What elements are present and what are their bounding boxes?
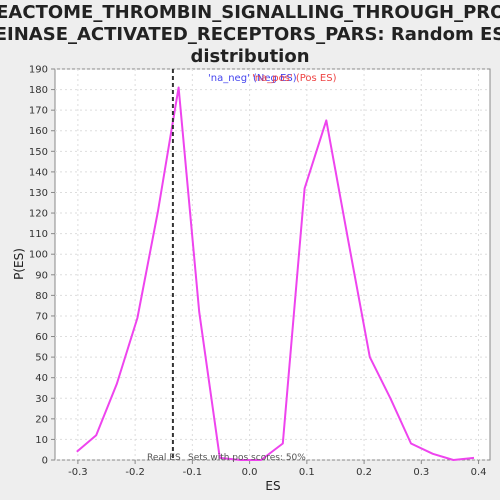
y-tick-label: 150 — [29, 147, 48, 158]
legend-entry-pos: 'na_pos' (Pos ES) — [252, 73, 337, 84]
chart-title-line-3: distribution — [190, 46, 309, 67]
y-tick-label: 30 — [35, 394, 48, 405]
x-tick-label: 0.2 — [356, 467, 372, 478]
y-tick-label: 80 — [35, 291, 48, 302]
x-tick-label: 0.0 — [242, 467, 258, 478]
y-tick-label: 20 — [35, 414, 48, 425]
legend: 'na_neg' (Neg ES) 'na_pos' (Pos ES) — [208, 73, 337, 84]
y-axis-label: P(ES) — [12, 248, 26, 280]
x-tick-label: -0.3 — [68, 467, 88, 478]
axis-ticks: 0 10 20 30 40 50 60 70 80 90 100 110 120 130 140 150 160… — [29, 65, 487, 479]
y-tick-label: 120 — [29, 209, 48, 220]
y-tick-label: 170 — [29, 106, 48, 117]
series-line — [76, 86, 475, 461]
grid — [55, 68, 490, 461]
x-axis-label: ES — [265, 479, 280, 493]
x-tick-label: -0.2 — [125, 467, 145, 478]
y-tick-label: 140 — [29, 167, 48, 178]
chart-title-line-2: EINASE_ACTIVATED_RECEPTORS_PARS: Random … — [0, 24, 500, 45]
y-tick-label: 100 — [29, 250, 48, 261]
series-lines — [76, 86, 475, 461]
pos-scores-annotation: Sets with pos scores: 50% — [188, 453, 306, 463]
y-tick-label: 40 — [35, 373, 48, 384]
y-tick-label: 190 — [29, 65, 48, 76]
chart-title: REACTOME_THROMBIN_SIGNALLING_THROUGH_PRO… — [0, 2, 500, 67]
x-tick-label: 0.1 — [299, 467, 315, 478]
y-tick-label: 70 — [35, 311, 48, 322]
chart-title-line-1: REACTOME_THROMBIN_SIGNALLING_THROUGH_PRO… — [0, 2, 500, 23]
y-tick-label: 50 — [35, 353, 48, 364]
real-es-annotation: Real ES — [147, 453, 181, 463]
y-tick-label: 130 — [29, 188, 48, 199]
x-tick-label: 0.3 — [413, 467, 429, 478]
x-tick-label: -0.1 — [183, 467, 203, 478]
plot-area — [54, 68, 491, 461]
y-tick-label: 160 — [29, 126, 48, 137]
y-tick-label: 60 — [35, 332, 48, 343]
y-tick-label: 180 — [29, 85, 48, 96]
y-tick-label: 90 — [35, 270, 48, 281]
legend-entry-neg: 'na_neg' (Neg ES) — [208, 73, 297, 84]
x-tick-label: 0.4 — [471, 467, 487, 478]
y-tick-label: 0 — [42, 456, 48, 467]
y-tick-label: 110 — [29, 229, 48, 240]
y-tick-label: 10 — [35, 435, 48, 446]
